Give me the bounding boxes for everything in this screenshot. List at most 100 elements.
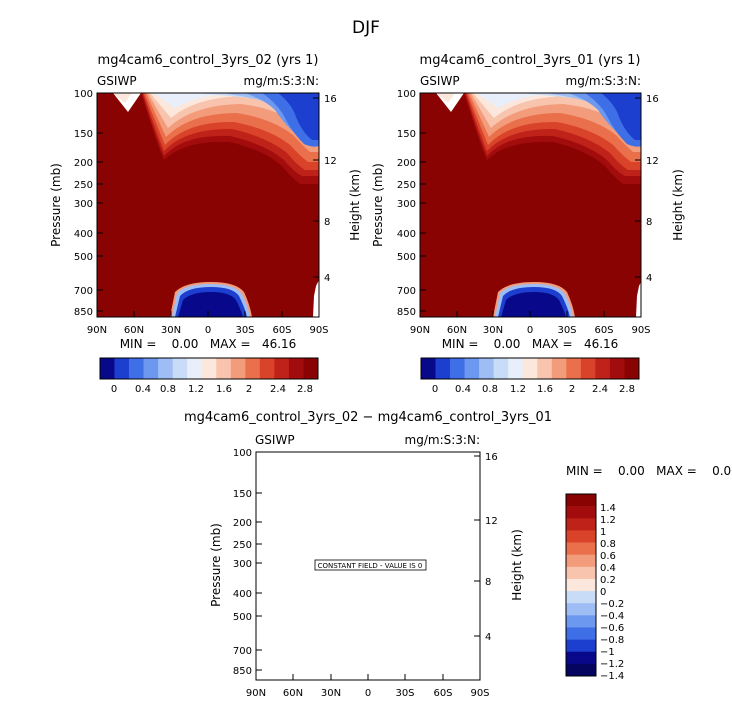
- colorbar-tick-label: −0.2: [600, 599, 624, 610]
- panel-2: mg4cam6_control_3yrs_01 (yrs 1) GSIWP mg…: [371, 53, 685, 395]
- colorbar-tick-label: 2: [569, 384, 575, 395]
- panel-3-colorbar: [566, 494, 596, 677]
- y-tick-label: 500: [233, 612, 252, 623]
- colorbar-tick-label: 2.4: [592, 384, 608, 395]
- colorbar-swatch: [624, 358, 640, 379]
- x-tick-label: 90S: [470, 688, 489, 699]
- x-tick-label: 60S: [272, 325, 291, 336]
- height-tick-label: 8: [485, 577, 491, 588]
- panel-3-units: mg/m:S:3:N:: [405, 433, 480, 447]
- colorbar-swatch: [245, 358, 261, 379]
- colorbar-swatch: [158, 358, 173, 379]
- colorbar-tick-label: −0.4: [600, 611, 624, 622]
- colorbar-swatch: [274, 358, 290, 379]
- y-tick-label: 850: [74, 307, 93, 318]
- colorbar-swatch: [566, 358, 582, 379]
- x-tick-label: 90N: [410, 325, 430, 336]
- height-tick-label: 12: [324, 156, 337, 167]
- colorbar-swatch: [288, 358, 304, 379]
- colorbar-swatch: [566, 518, 596, 531]
- height-tick-label: 12: [485, 516, 498, 527]
- colorbar-swatch: [566, 566, 596, 580]
- colorbar-swatch: [114, 358, 130, 379]
- x-tick-label: 60N: [124, 325, 144, 336]
- colorbar-swatch: [129, 358, 144, 379]
- panel-1-stats: MIN = 0.00 MAX = 46.16: [120, 337, 297, 351]
- colorbar-swatch: [566, 663, 596, 677]
- colorbar-swatch: [303, 358, 319, 379]
- y-tick-label: 250: [233, 540, 252, 551]
- colorbar-swatch: [566, 603, 596, 616]
- y-tick-label: 500: [397, 252, 416, 263]
- height-axis-title: Height (km): [510, 529, 524, 600]
- colorbar-swatch: [566, 615, 596, 628]
- panel-2-units: mg/m:S:3:N:: [566, 74, 641, 88]
- panel-3-y-axis-right: 16 12 8 4 Height (km): [474, 452, 524, 643]
- constant-field-label: CONSTANT FIELD - VALUE IS 0: [318, 562, 423, 570]
- y-tick-label: 200: [74, 158, 93, 169]
- panel-3-stats: MIN = 0.00 MAX = 0.00: [566, 464, 732, 478]
- y-tick-label: 100: [397, 89, 416, 100]
- colorbar-swatch: [566, 651, 596, 665]
- y-tick-label: 850: [233, 666, 252, 677]
- y-tick-label: 500: [74, 252, 93, 263]
- colorbar-swatch: [566, 530, 596, 543]
- colorbar-tick-label: −1.2: [600, 659, 624, 670]
- colorbar-swatch: [143, 358, 159, 379]
- y-tick-label: 300: [74, 199, 93, 210]
- colorbar-swatch: [566, 554, 596, 568]
- y-tick-label: 150: [233, 489, 252, 500]
- colorbar-swatch: [479, 358, 494, 379]
- colorbar-tick-label: 0: [600, 587, 606, 598]
- panel-1-y-axis-right: 16 12 8 4 Height (km): [313, 94, 362, 284]
- panel-1-variable: GSIWP: [97, 74, 137, 88]
- x-tick-label: 0: [205, 325, 211, 336]
- colorbar-tick-label: 0: [111, 384, 117, 395]
- colorbar-tick-label: −0.8: [600, 635, 624, 646]
- colorbar-tick-label: −1.4: [600, 671, 624, 682]
- colorbar-swatch: [259, 358, 275, 379]
- y-axis-title: Pressure (mb): [209, 523, 223, 607]
- height-tick-label: 12: [646, 156, 659, 167]
- y-tick-label: 200: [233, 518, 252, 529]
- height-tick-label: 4: [485, 632, 491, 643]
- colorbar-swatch: [450, 358, 465, 379]
- y-tick-label: 150: [397, 129, 416, 140]
- panel-2-variable: GSIWP: [420, 74, 460, 88]
- panel-2-y-axis: 100 150 200 250 300 400 500 700 850 Pres…: [371, 89, 426, 318]
- colorbar-tick-label: 1.2: [188, 384, 204, 395]
- x-tick-label: 30S: [235, 325, 254, 336]
- x-tick-label: 90N: [87, 325, 107, 336]
- panel-2-x-axis: 90N 60N 30N 0 30S 60S 90S: [410, 311, 651, 336]
- panel-1-y-axis: 100 150 200 250 300 400 500 700 850 Pres…: [49, 89, 103, 318]
- x-tick-label: 30S: [557, 325, 576, 336]
- y-tick-label: 300: [233, 559, 252, 570]
- x-tick-label: 30N: [321, 688, 341, 699]
- height-axis-title: Height (km): [348, 169, 362, 240]
- panel-1-title: mg4cam6_control_3yrs_02 (yrs 1): [98, 53, 319, 68]
- colorbar-tick-label: 1.6: [216, 384, 232, 395]
- x-tick-label: 60N: [283, 688, 303, 699]
- colorbar-tick-label: 2: [246, 384, 252, 395]
- panel-2-y-axis-right: 16 12 8 4 Height (km): [635, 94, 685, 284]
- colorbar-swatch: [100, 358, 115, 379]
- height-tick-label: 8: [324, 217, 330, 228]
- panel-2-field: [420, 93, 641, 317]
- panel-1-colorbar: [100, 358, 319, 379]
- y-tick-label: 300: [397, 199, 416, 210]
- height-tick-label: 8: [646, 217, 652, 228]
- x-tick-label: 0: [527, 325, 533, 336]
- colorbar-swatch: [566, 591, 596, 604]
- colorbar-swatch: [595, 358, 611, 379]
- panel-3-variable: GSIWP: [255, 433, 295, 447]
- colorbar-tick-label: 2.4: [270, 384, 286, 395]
- colorbar-swatch: [493, 358, 509, 379]
- colorbar-tick-label: −1: [600, 647, 615, 658]
- colorbar-swatch: [464, 358, 480, 379]
- y-tick-label: 100: [74, 89, 93, 100]
- y-tick-label: 400: [397, 229, 416, 240]
- y-tick-label: 700: [397, 286, 416, 297]
- x-tick-label: 90S: [309, 325, 328, 336]
- panel-3-title: mg4cam6_control_3yrs_02 − mg4cam6_contro…: [184, 410, 552, 425]
